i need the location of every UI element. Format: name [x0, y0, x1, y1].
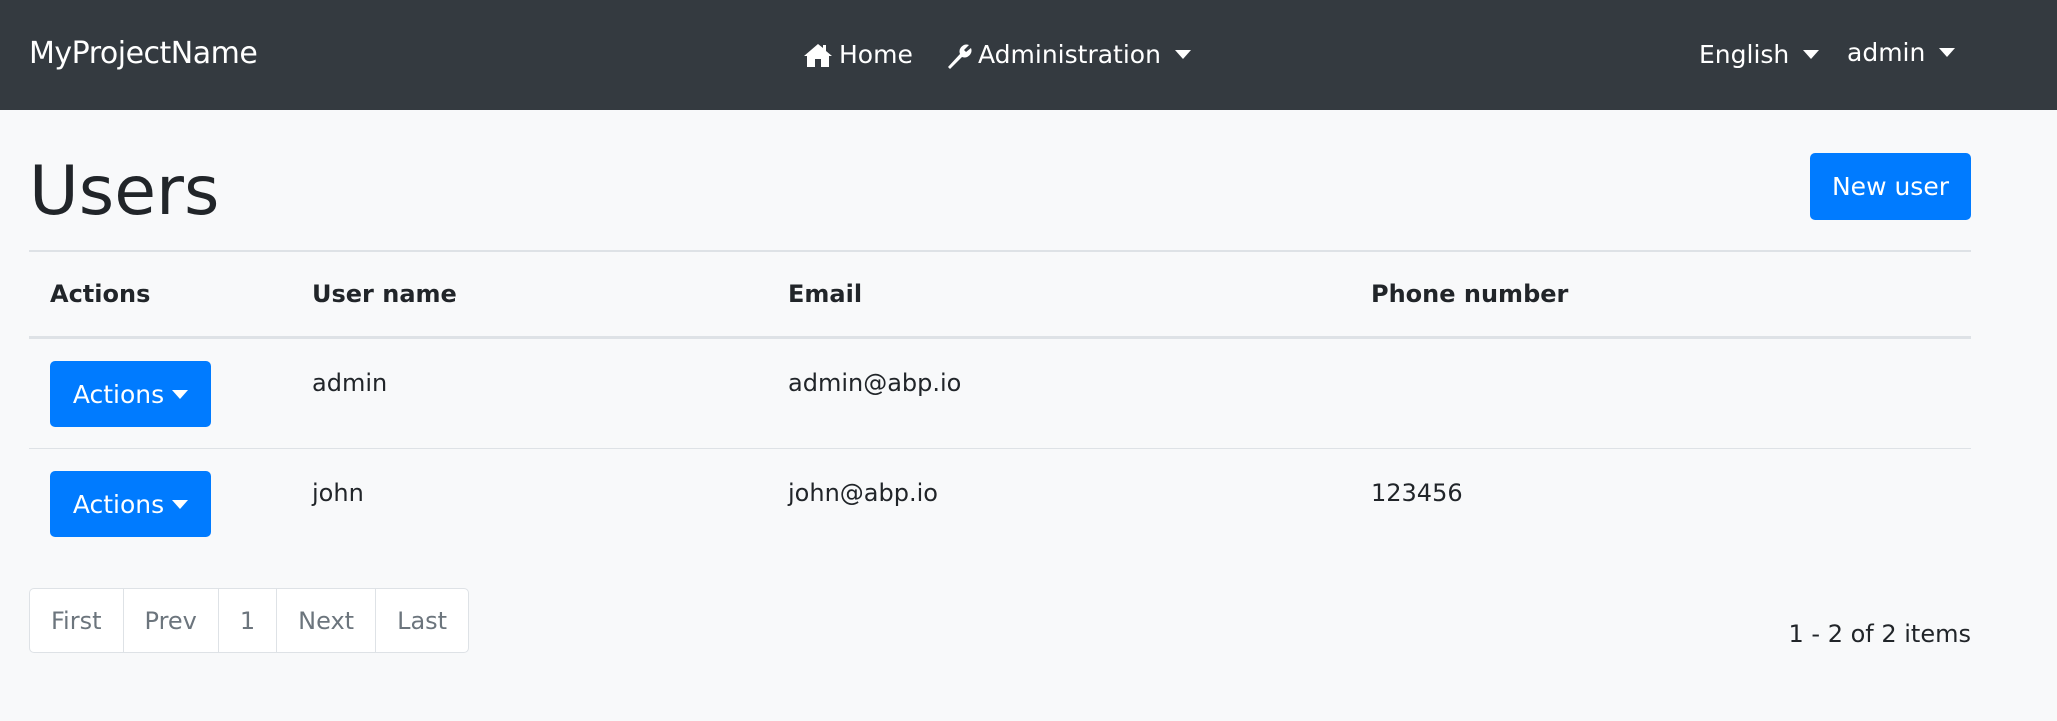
actions-label: Actions [72, 379, 165, 409]
nav-home-label: Home [839, 40, 913, 69]
actions-button[interactable]: Actions [50, 471, 211, 537]
page-last[interactable]: Last [397, 606, 448, 635]
nav-home[interactable]: Home [803, 40, 913, 69]
language-dropdown[interactable]: English [1699, 40, 1820, 69]
pagination: First Prev 1 Next Last [29, 588, 470, 653]
language-label: English [1699, 40, 1790, 69]
actions-label: Actions [72, 489, 165, 519]
wrench-icon [948, 44, 972, 69]
brand-link[interactable]: MyProjectName [29, 36, 258, 71]
cell-username: john [312, 479, 364, 507]
header-actions: Actions [50, 280, 151, 308]
page-title: Users [29, 152, 220, 231]
divider [29, 250, 1971, 252]
caret-down-icon [172, 499, 189, 509]
page-first[interactable]: First [30, 589, 124, 652]
header-email[interactable]: Email [788, 280, 863, 308]
caret-down-icon [172, 389, 189, 399]
user-dropdown[interactable]: admin [1847, 38, 1956, 67]
page-prev[interactable]: Prev [124, 589, 219, 652]
page-1[interactable]: 1 [219, 589, 278, 652]
row-divider [29, 448, 1971, 449]
header-phone[interactable]: Phone number [1371, 280, 1569, 308]
cell-username: admin [312, 369, 388, 397]
user-label: admin [1847, 38, 1926, 67]
caret-down-icon [1174, 50, 1191, 59]
header-username[interactable]: User name [312, 280, 457, 308]
caret-down-icon [1939, 48, 1956, 57]
actions-button[interactable]: Actions [50, 361, 211, 427]
page-next[interactable]: Next [277, 589, 377, 652]
cell-email: john@abp.io [788, 479, 938, 507]
cell-phone: 123456 [1371, 479, 1463, 507]
top-navbar: MyProjectName Home Administration Englis… [0, 0, 2057, 110]
home-icon [804, 43, 832, 67]
pagination-summary: 1 - 2 of 2 items [1788, 620, 1971, 648]
nav-administration-label: Administration [978, 40, 1161, 69]
cell-email: admin@abp.io [788, 369, 962, 397]
caret-down-icon [1803, 50, 1820, 59]
nav-administration[interactable]: Administration [944, 40, 1191, 69]
new-user-button[interactable]: New user [1810, 153, 1971, 220]
header-divider [29, 336, 1971, 339]
